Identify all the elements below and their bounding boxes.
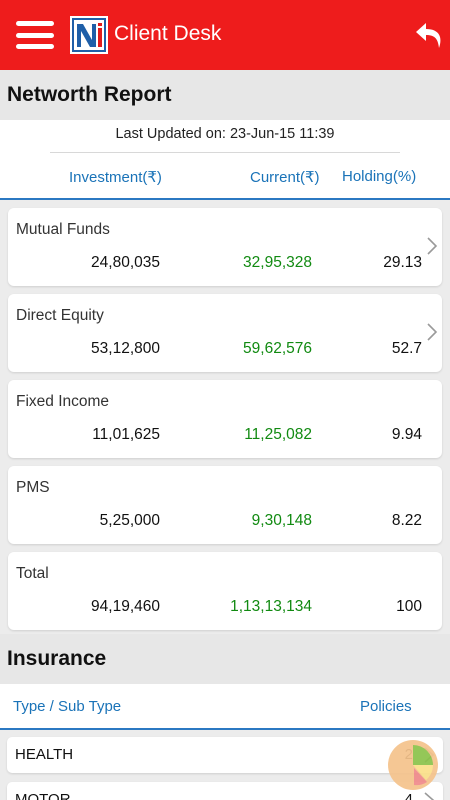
insurance-type: HEALTH: [15, 746, 74, 763]
holding-percent: 100: [396, 598, 422, 615]
networth-row-total: Total 94,19,460 1,13,13,134 100: [8, 552, 442, 630]
networth-row-fixed-income[interactable]: Fixed Income 11,01,625 11,25,082 9.94: [8, 380, 442, 458]
holding-percent: 9.94: [391, 426, 422, 443]
asset-name: Fixed Income: [16, 393, 110, 410]
networth-row-mutual-funds[interactable]: Mutual Funds 24,80,035 32,95,328 29.13: [8, 208, 442, 286]
networth-heading: Networth Report: [7, 83, 172, 106]
investment-value: 94,19,460: [91, 598, 160, 615]
insurance-row-motor[interactable]: MOTOR 4: [7, 782, 443, 800]
type-column-header: Type / Sub Type: [13, 698, 122, 715]
divider: [50, 152, 400, 153]
investment-value: 5,25,000: [99, 512, 160, 529]
asset-name: Total: [16, 565, 49, 582]
holding-column-header: Holding(%): [342, 168, 417, 185]
app-bar: Client Desk: [0, 0, 450, 70]
networth-column-header: [0, 120, 450, 198]
insurance-type: MOTOR: [15, 791, 71, 800]
current-column-header: Current(₹): [250, 169, 320, 186]
pie-chart-fab-button[interactable]: [388, 740, 438, 790]
divider: [0, 728, 450, 730]
insurance-column-header: [0, 684, 450, 728]
insurance-heading: Insurance: [7, 647, 107, 670]
app-title: Client Desk: [114, 22, 222, 45]
current-value: 11,25,082: [244, 426, 312, 443]
current-value: 32,95,328: [243, 254, 312, 271]
asset-name: Direct Equity: [16, 307, 104, 324]
chevron-right-icon: [424, 792, 435, 800]
policies-column-header: Policies: [360, 698, 412, 715]
asset-name: Mutual Funds: [16, 221, 110, 238]
chevron-right-icon: [427, 237, 438, 255]
last-updated-text: Last Updated on: 23-Jun-15 11:39: [115, 126, 335, 142]
divider: [0, 198, 450, 200]
investment-column-header: Investment(₹): [69, 169, 162, 186]
chevron-right-icon: [427, 323, 438, 341]
investment-value: 53,12,800: [91, 340, 160, 357]
pie-chart-icon: [413, 745, 433, 786]
investment-value: 11,01,625: [92, 426, 160, 443]
app-logo-icon: [70, 16, 108, 54]
hamburger-menu-icon[interactable]: [16, 21, 54, 49]
asset-name: PMS: [16, 479, 50, 496]
current-value: 1,13,13,134: [230, 598, 312, 615]
holding-percent: 29.13: [383, 254, 422, 271]
holding-percent: 8.22: [391, 512, 422, 529]
networth-row-direct-equity[interactable]: Direct Equity 53,12,800 59,62,576 52.7: [8, 294, 442, 372]
insurance-section-header: Insurance: [0, 634, 450, 684]
current-value: 9,30,148: [251, 512, 312, 529]
networth-row-pms[interactable]: PMS 5,25,000 9,30,148 8.22: [8, 466, 442, 544]
insurance-row-health[interactable]: HEALTH 2: [7, 737, 443, 773]
investment-value: 24,80,035: [91, 254, 160, 271]
networth-section-header: Networth Report: [0, 70, 450, 120]
holding-percent: 52.7: [391, 340, 422, 357]
policy-count: 4: [404, 791, 413, 800]
current-value: 59,62,576: [243, 340, 312, 357]
back-arrow-icon[interactable]: [412, 18, 446, 52]
